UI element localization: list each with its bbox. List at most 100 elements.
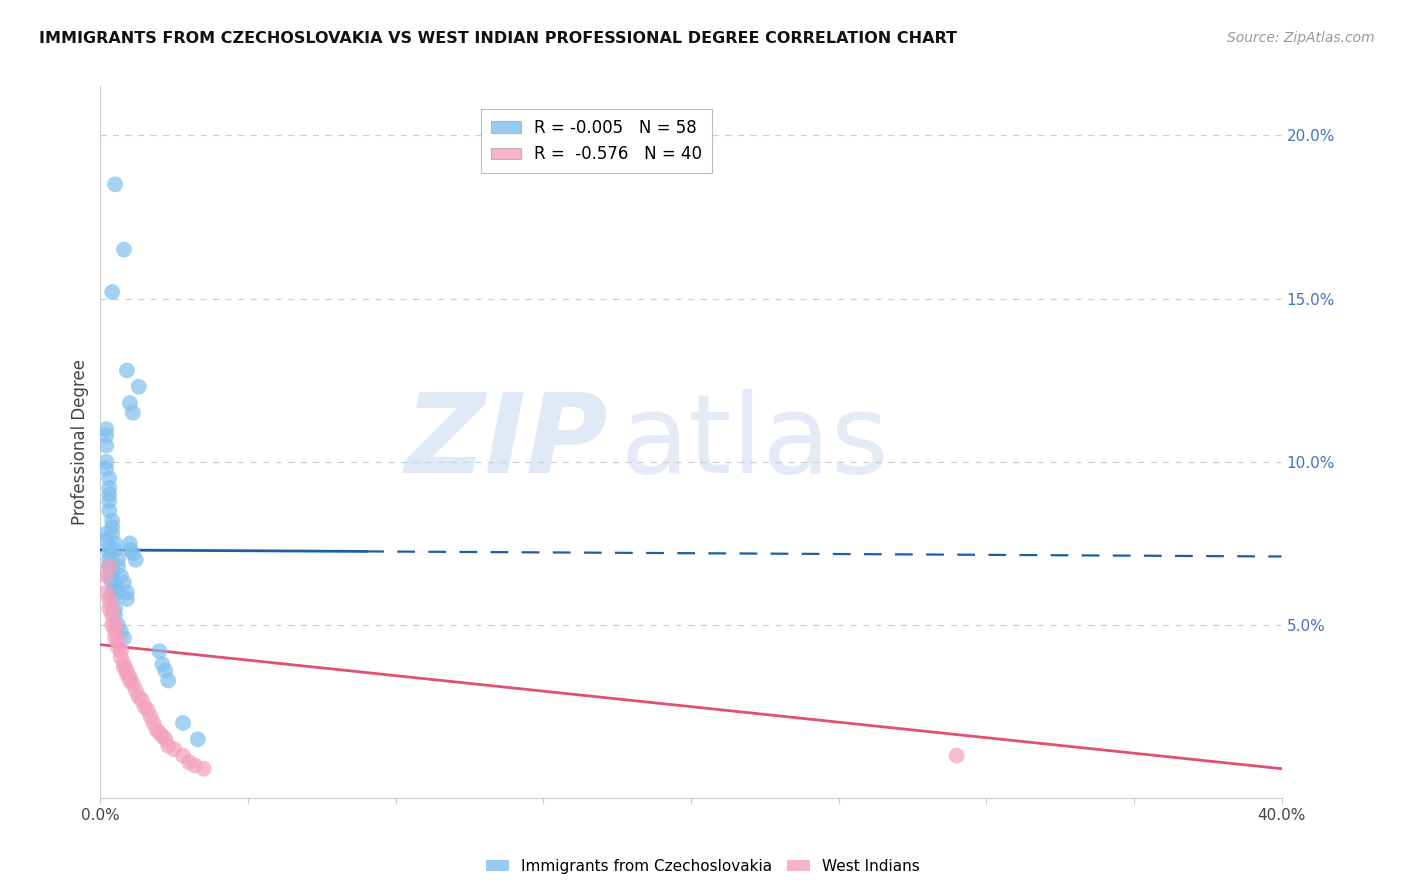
Point xyxy=(128,380,150,394)
Point xyxy=(101,566,124,580)
Point xyxy=(96,526,118,541)
Point xyxy=(112,657,135,672)
Point xyxy=(118,543,141,558)
Point xyxy=(98,487,121,501)
Point xyxy=(96,438,118,452)
Point xyxy=(193,762,215,776)
Point xyxy=(110,644,132,658)
Point xyxy=(118,536,141,550)
Point xyxy=(121,677,143,691)
Point xyxy=(96,585,118,599)
Point xyxy=(104,543,127,558)
Point xyxy=(112,631,135,645)
Point xyxy=(104,631,127,645)
Point xyxy=(101,285,124,299)
Point xyxy=(101,618,124,632)
Point xyxy=(125,553,148,567)
Point xyxy=(187,732,209,747)
Text: ZIP: ZIP xyxy=(405,389,609,496)
Point xyxy=(96,569,118,583)
Text: IMMIGRANTS FROM CZECHOSLOVAKIA VS WEST INDIAN PROFESSIONAL DEGREE CORRELATION CH: IMMIGRANTS FROM CZECHOSLOVAKIA VS WEST I… xyxy=(39,31,957,46)
Point xyxy=(104,618,127,632)
Point xyxy=(155,664,177,678)
Point xyxy=(101,585,124,599)
Point xyxy=(104,624,127,639)
Point xyxy=(96,455,118,469)
Point xyxy=(98,540,121,554)
Point xyxy=(101,601,124,615)
Point xyxy=(136,703,159,717)
Point xyxy=(945,748,967,763)
Point xyxy=(177,755,200,769)
Point xyxy=(110,569,132,583)
Point xyxy=(107,559,129,574)
Legend: R = -0.005   N = 58, R =  -0.576   N = 40: R = -0.005 N = 58, R = -0.576 N = 40 xyxy=(481,109,711,173)
Point xyxy=(121,406,143,420)
Point xyxy=(112,243,135,257)
Point xyxy=(150,657,173,672)
Point xyxy=(148,644,170,658)
Point xyxy=(142,716,165,731)
Point xyxy=(98,494,121,508)
Point xyxy=(96,422,118,436)
Point xyxy=(112,660,135,674)
Point xyxy=(115,667,138,681)
Point xyxy=(107,634,129,648)
Point xyxy=(184,758,207,772)
Point xyxy=(104,601,127,615)
Point xyxy=(115,363,138,377)
Point xyxy=(125,683,148,698)
Point xyxy=(98,546,121,560)
Point xyxy=(101,526,124,541)
Point xyxy=(98,504,121,518)
Point xyxy=(98,591,121,606)
Point xyxy=(101,514,124,528)
Point xyxy=(163,742,186,756)
Point xyxy=(139,709,162,723)
Point xyxy=(98,559,121,574)
Point xyxy=(101,520,124,534)
Point xyxy=(96,428,118,442)
Point xyxy=(145,723,167,737)
Point xyxy=(98,471,121,485)
Point xyxy=(96,461,118,475)
Point xyxy=(98,559,121,574)
Point xyxy=(104,178,127,192)
Point xyxy=(118,673,141,688)
Point xyxy=(148,725,170,739)
Point xyxy=(107,585,129,599)
Point xyxy=(118,396,141,410)
Point xyxy=(101,575,124,590)
Text: atlas: atlas xyxy=(620,389,889,496)
Point xyxy=(104,608,127,623)
Point xyxy=(150,729,173,743)
Point xyxy=(107,618,129,632)
Text: Source: ZipAtlas.com: Source: ZipAtlas.com xyxy=(1227,31,1375,45)
Point xyxy=(104,579,127,593)
Point xyxy=(107,640,129,655)
Point xyxy=(121,546,143,560)
Point xyxy=(96,533,118,548)
Point xyxy=(115,664,138,678)
Point xyxy=(101,572,124,586)
Point xyxy=(110,624,132,639)
Point xyxy=(131,693,153,707)
Y-axis label: Professional Degree: Professional Degree xyxy=(72,359,89,525)
Point xyxy=(118,670,141,684)
Point xyxy=(157,673,180,688)
Point xyxy=(128,690,150,704)
Point xyxy=(98,481,121,495)
Point xyxy=(115,585,138,599)
Point xyxy=(155,732,177,747)
Point xyxy=(115,591,138,606)
Point xyxy=(98,553,121,567)
Point xyxy=(110,650,132,665)
Point xyxy=(98,601,121,615)
Point xyxy=(98,559,121,574)
Point xyxy=(112,575,135,590)
Legend: Immigrants from Czechoslovakia, West Indians: Immigrants from Czechoslovakia, West Ind… xyxy=(479,853,927,880)
Point xyxy=(101,608,124,623)
Point xyxy=(107,553,129,567)
Point xyxy=(101,591,124,606)
Point xyxy=(172,748,194,763)
